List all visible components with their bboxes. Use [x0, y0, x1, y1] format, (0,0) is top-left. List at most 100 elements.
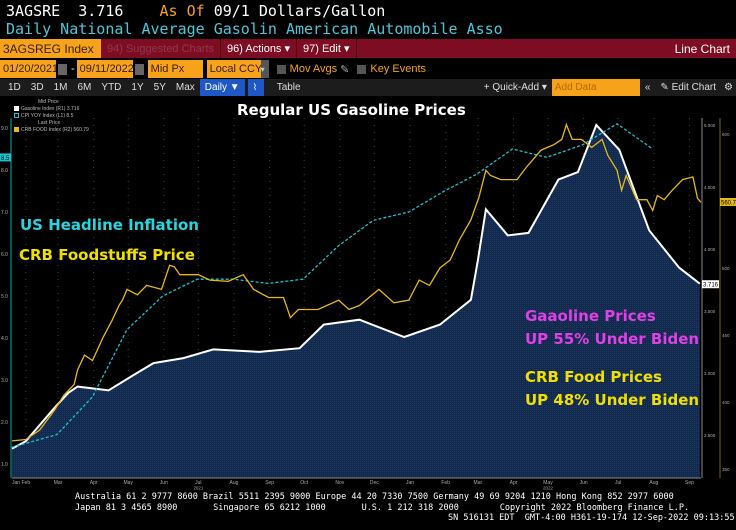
x-year-label: 2022: [543, 486, 554, 491]
x-tick-label: Jan: [406, 480, 414, 486]
legend-label: Gasoline Index (R1) 3.716: [21, 106, 80, 112]
units: Dollars/Gallon: [258, 2, 386, 20]
right2-tick-label: 600: [722, 132, 730, 137]
left-tick-label: 7.0: [1, 210, 8, 216]
annotation-gas-1: Gaaoline Prices: [525, 307, 656, 325]
edit-chart-button[interactable]: ✎ Edit Chart: [660, 82, 717, 93]
left-tick-label: 4.0: [1, 336, 8, 342]
x-tick-label: Jan: [12, 480, 20, 486]
x-tick-label: Nov: [335, 480, 344, 486]
key-events-checkbox[interactable]: [357, 64, 367, 74]
table-button[interactable]: Table: [276, 82, 301, 93]
footer: Australia 61 2 9777 8600 Brazil 5511 239…: [0, 492, 736, 524]
as-of-date: 09/1: [213, 2, 250, 20]
right1-tick-label: 2.500: [704, 433, 716, 438]
gas-last-tag: 3.716: [703, 283, 719, 289]
cpi-last-tag-bg: [0, 153, 11, 162]
period-5y[interactable]: 5Y: [153, 82, 166, 93]
collapse-button[interactable]: «: [644, 82, 651, 93]
frequency-select[interactable]: Daily ▼: [199, 79, 245, 96]
left-tick-label: 9.0: [1, 126, 8, 132]
right1-tick-label: 5.000: [704, 123, 716, 128]
crb-last-tag: 560.79: [721, 201, 736, 207]
mov-avgs-checkbox[interactable]: [276, 64, 286, 74]
end-date-input[interactable]: 09/11/2022: [76, 60, 133, 78]
annotation-food-1: CRB Food Prices: [525, 368, 662, 386]
period-1y[interactable]: 1Y: [131, 82, 144, 93]
date-dash: -: [71, 63, 75, 75]
legend-crb[interactable]: CRB FOOD Index (R2) 560.79: [14, 127, 89, 134]
footer-contacts-1: Australia 61 2 9777 8600 Brazil 5511 239…: [75, 492, 674, 502]
legend-label: CPI YOY Index (L1) 8.5: [21, 113, 74, 119]
mov-avgs-label[interactable]: Mov Avgs: [289, 63, 338, 75]
footer-status: SN 516131 EDT GMT-4:00 H361-19-174 12-Se…: [448, 513, 735, 523]
currency-select[interactable]: Local CCY: [206, 60, 261, 78]
security-description: Daily National Average Gasolin American …: [6, 20, 503, 38]
left-tick-label: 3.0: [1, 378, 8, 384]
legend-cpi[interactable]: CPI YOY Index (L1) 8.5: [14, 113, 89, 120]
x-tick-label: Apr: [510, 480, 518, 486]
x-tick-label: Sep: [265, 480, 274, 486]
as-of-label: As Of: [159, 2, 205, 20]
legend-heading: Last Price: [38, 120, 61, 126]
period-ytd[interactable]: YTD: [101, 82, 122, 93]
pencil-icon[interactable]: ✎: [340, 63, 350, 76]
start-date-input[interactable]: 01/20/2021: [0, 60, 56, 78]
quick-add-button[interactable]: + Quick-Add ▾: [483, 82, 547, 93]
x-tick-label: Jul: [195, 480, 201, 486]
price-type-select[interactable]: Mid Px: [147, 60, 203, 78]
key-events-label[interactable]: Key Events: [370, 63, 427, 75]
footer-contacts-2: Japan 81 3 4565 8900 Singapore 65 6212 1…: [75, 502, 690, 513]
crb-last-tag-bg: [720, 198, 736, 206]
chart-toolbar: 1D 3D 1M 6M YTD 1Y 5Y Max Daily ▼ ⌇ Tabl…: [0, 79, 736, 96]
legend-swatch: [14, 113, 19, 119]
x-tick-label: Oct: [300, 480, 308, 486]
cpi-yoy-index-l1-line: [11, 123, 654, 448]
chart-icon[interactable]: ⌇: [247, 79, 264, 96]
right2-tick-label: 500: [722, 266, 730, 271]
legend-gas[interactable]: Gasoline Index (R1) 3.716: [14, 106, 89, 113]
divider: [296, 39, 298, 58]
x-tick-label: Aug: [230, 480, 239, 486]
right1-tick-label: 3.000: [704, 371, 716, 376]
right1-tick-label: 4.500: [704, 185, 716, 190]
line-chart: Jan Feb Mar Apr May Jun Jul Aug Sep Oct Nov Dec Jan F…: [0, 118, 736, 491]
left-tick-label: 8.0: [1, 168, 8, 174]
period-3d[interactable]: 3D: [30, 82, 44, 93]
period-6m[interactable]: 6M: [77, 82, 92, 93]
right2-tick-label: 400: [722, 400, 730, 405]
gas-last-tag-bg: [702, 280, 719, 289]
annotation-inflation: US Headline Inflation: [20, 216, 199, 234]
x-tick-label: Mar: [54, 480, 63, 486]
x-tick-label: Jul: [615, 480, 621, 486]
calendar-icon[interactable]: [134, 63, 144, 75]
period-1d[interactable]: 1D: [8, 82, 21, 93]
add-data-input[interactable]: Add Data: [551, 79, 640, 96]
right1-tick-label: 4.000: [704, 247, 716, 252]
settings-bar: 01/20/2021 - 09/11/2022 Mid Px Local CCY…: [0, 60, 736, 78]
price: 3.716: [78, 2, 124, 20]
gasoline-index-r1-line: [11, 123, 701, 450]
edit-button[interactable]: 97) Edit ▾: [303, 43, 350, 55]
gear-icon[interactable]: ⚙: [724, 82, 733, 93]
legend-label: CRB FOOD Index (R2) 560.79: [21, 127, 89, 133]
left-tick-label: 6.0: [1, 252, 8, 258]
security-input[interactable]: 3AGSREG Index: [0, 39, 101, 58]
annotation-crb: CRB Foodstuffs Price: [19, 246, 195, 264]
annotation-gas-2: UP 55% Under Biden: [525, 330, 700, 348]
period-max[interactable]: Max: [175, 82, 195, 93]
chevron-down-icon[interactable]: ▾: [260, 60, 269, 78]
chart-type-label[interactable]: Line Chart: [674, 41, 730, 56]
period-1m[interactable]: 1M: [53, 82, 68, 93]
x-tick-label: May: [123, 480, 133, 486]
divider: [220, 39, 222, 58]
chart-legend: Mid Price Gasoline Index (R1) 3.716 CPI …: [14, 99, 89, 134]
actions-button[interactable]: 96) Actions ▾: [227, 43, 291, 55]
right1-tick-label: 3.500: [704, 309, 716, 314]
suggested-charts-button[interactable]: 94) Suggested Charts: [107, 42, 215, 55]
x-tick-label: Apr: [90, 480, 98, 486]
right2-tick-label: 450: [722, 333, 730, 338]
legend-swatch: [14, 127, 19, 133]
calendar-icon[interactable]: [58, 63, 67, 75]
x-year-label: 2021: [193, 486, 204, 491]
